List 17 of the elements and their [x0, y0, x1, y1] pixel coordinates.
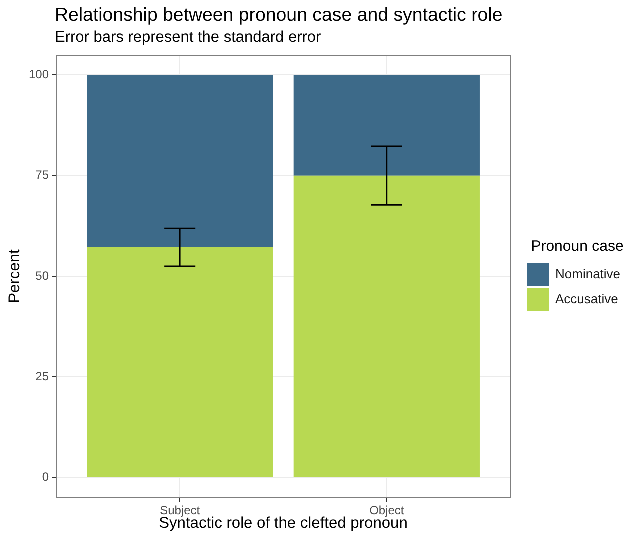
bar [87, 75, 274, 248]
y-tick-label: 25 [36, 369, 50, 384]
bar [294, 176, 480, 478]
legend-label: Nominative [556, 266, 621, 282]
y-tick-label: 0 [42, 470, 50, 484]
y-tick-label: 50 [36, 268, 50, 283]
chart-title: Relationship between pronoun case and syntactic role [55, 4, 503, 26]
x-tick-label: Object [370, 504, 405, 518]
bar [87, 248, 274, 478]
y-tick-label: 100 [28, 67, 50, 82]
legend-label: Accusative [556, 292, 618, 307]
x-tick-label: Subject [160, 504, 201, 518]
legend-title: Pronoun case [531, 238, 624, 256]
y-axis-title: Percent [6, 248, 24, 304]
y-tick-label: 75 [36, 168, 50, 182]
chart-subtitle: Error bars represent the standard error [55, 29, 322, 47]
bar [294, 75, 480, 176]
